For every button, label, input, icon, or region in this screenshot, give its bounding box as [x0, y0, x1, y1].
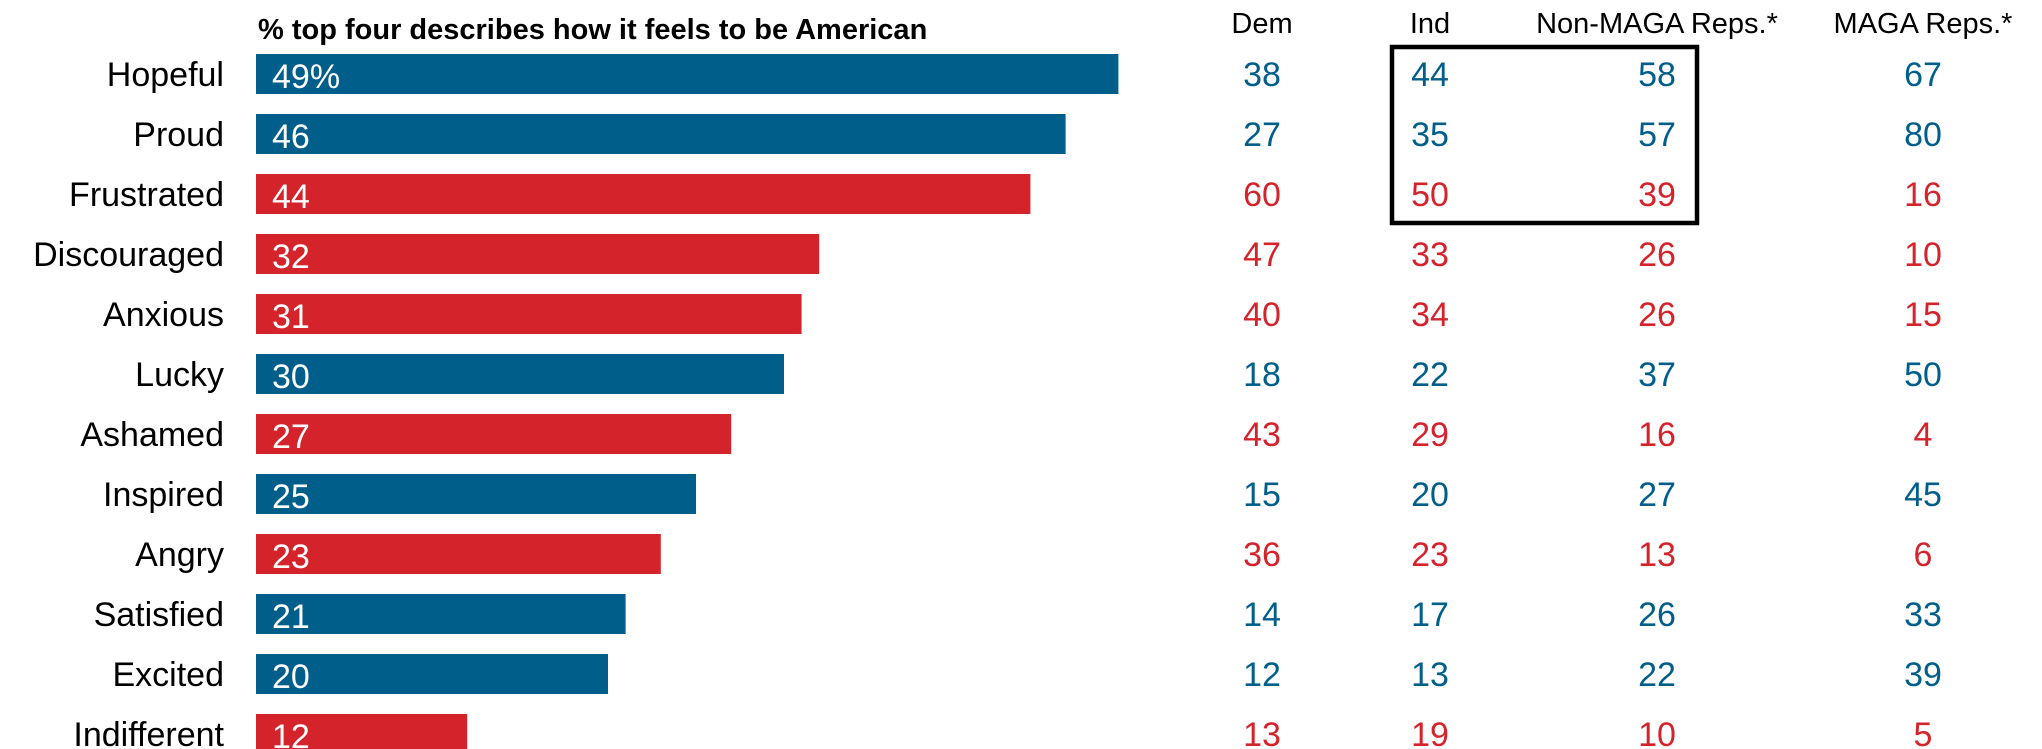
- table-cell-angry-ind: 23: [1411, 536, 1449, 574]
- table-cell-ashamed-ind: 29: [1411, 416, 1449, 454]
- bar-value-label-hopeful: 49%: [272, 58, 340, 96]
- category-label-frustrated: Frustrated: [69, 176, 224, 214]
- column-header-non-maga-reps: Non-MAGA Reps.*: [1536, 8, 1778, 40]
- table-cell-angry-dem: 36: [1243, 536, 1281, 574]
- bar-value-label-angry: 23: [272, 538, 310, 576]
- bar-value-label-inspired: 25: [272, 478, 310, 516]
- category-label-lucky: Lucky: [135, 356, 224, 394]
- table-cell-indifferent-ind: 19: [1411, 716, 1449, 749]
- table-cell-proud-ind: 35: [1411, 116, 1449, 154]
- bar-value-label-excited: 20: [272, 658, 310, 696]
- bar-hopeful: [256, 54, 1119, 94]
- table-cell-hopeful-maga-reps: 67: [1904, 56, 1942, 94]
- category-label-indifferent: Indifferent: [73, 716, 224, 749]
- table-cell-ashamed-dem: 43: [1243, 416, 1281, 454]
- table-cell-hopeful-dem: 38: [1243, 56, 1281, 94]
- table-cell-satisfied-non-maga-reps: 26: [1638, 596, 1676, 634]
- table-cell-lucky-non-maga-reps: 37: [1638, 356, 1676, 394]
- table-cell-hopeful-ind: 44: [1411, 56, 1449, 94]
- table-cell-anxious-ind: 34: [1411, 296, 1449, 334]
- table-cell-angry-maga-reps: 6: [1914, 536, 1933, 574]
- table-cell-ashamed-maga-reps: 4: [1914, 416, 1933, 454]
- table-cell-proud-maga-reps: 80: [1904, 116, 1942, 154]
- bar-frustrated: [256, 174, 1031, 214]
- table-cell-anxious-dem: 40: [1243, 296, 1281, 334]
- column-header-maga-reps: MAGA Reps.*: [1834, 8, 2013, 40]
- table-cell-inspired-ind: 20: [1411, 476, 1449, 514]
- table-cell-indifferent-dem: 13: [1243, 716, 1281, 749]
- bar-proud: [256, 114, 1066, 154]
- table-cell-discouraged-maga-reps: 10: [1904, 236, 1942, 274]
- bar-value-label-lucky: 30: [272, 358, 310, 396]
- table-cell-frustrated-ind: 50: [1411, 176, 1449, 214]
- category-label-inspired: Inspired: [103, 476, 224, 514]
- table-cell-satisfied-ind: 17: [1411, 596, 1449, 634]
- table-cell-ashamed-non-maga-reps: 16: [1638, 416, 1676, 454]
- column-header-dem: Dem: [1231, 8, 1292, 40]
- bar-value-label-discouraged: 32: [272, 238, 310, 276]
- highlight-box: [1389, 44, 1700, 226]
- table-cell-angry-non-maga-reps: 13: [1638, 536, 1676, 574]
- bar-excited: [256, 654, 608, 694]
- category-label-discouraged: Discouraged: [33, 236, 224, 274]
- column-header-ind: Ind: [1410, 8, 1450, 40]
- bar-value-label-anxious: 31: [272, 298, 310, 336]
- category-label-satisfied: Satisfied: [94, 596, 224, 634]
- table-cell-inspired-dem: 15: [1243, 476, 1281, 514]
- table-cell-discouraged-ind: 33: [1411, 236, 1449, 274]
- bar-angry: [256, 534, 661, 574]
- bars-group: Hopeful 49% Proud 46 Frustrated 44 Discouraged…: [33, 54, 1119, 749]
- category-label-anxious: Anxious: [103, 296, 224, 334]
- column-headers: Dem Ind Non-MAGA Reps.* MAGA Reps.*: [1231, 8, 2012, 40]
- bar-lucky: [256, 354, 784, 394]
- bar-value-label-proud: 46: [272, 118, 310, 156]
- bar-value-label-satisfied: 21: [272, 598, 310, 636]
- table-cell-frustrated-dem: 60: [1243, 176, 1281, 214]
- bar-anxious: [256, 294, 802, 334]
- table-cell-discouraged-non-maga-reps: 26: [1638, 236, 1676, 274]
- bar-indifferent: [256, 714, 468, 749]
- table-cell-hopeful-non-maga-reps: 58: [1638, 56, 1676, 94]
- bar-value-label-frustrated: 44: [272, 178, 310, 216]
- table-cell-excited-maga-reps: 39: [1904, 656, 1942, 694]
- category-label-proud: Proud: [133, 116, 224, 154]
- table-cell-proud-dem: 27: [1243, 116, 1281, 154]
- table-cell-excited-ind: 13: [1411, 656, 1449, 694]
- table-cell-inspired-non-maga-reps: 27: [1638, 476, 1676, 514]
- bar-satisfied: [256, 594, 626, 634]
- category-label-excited: Excited: [113, 656, 225, 694]
- table-cell-satisfied-maga-reps: 33: [1904, 596, 1942, 634]
- table-cell-excited-dem: 12: [1243, 656, 1281, 694]
- category-label-angry: Angry: [135, 536, 224, 574]
- bar-value-label-ashamed: 27: [272, 418, 310, 456]
- table-cell-indifferent-maga-reps: 5: [1914, 716, 1933, 749]
- table-cell-satisfied-dem: 14: [1243, 596, 1281, 634]
- table-cell-discouraged-dem: 47: [1243, 236, 1281, 274]
- bar-ashamed: [256, 414, 732, 454]
- table-cells: 38 44 58 67 27 35 57 80 60 50 39 16 47 33 26 10 40 34 26 15…: [1243, 56, 1942, 749]
- table-cell-lucky-maga-reps: 50: [1904, 356, 1942, 394]
- bar-inspired: [256, 474, 696, 514]
- table-cell-frustrated-maga-reps: 16: [1904, 176, 1942, 214]
- table-cell-excited-non-maga-reps: 22: [1638, 656, 1676, 694]
- table-cell-indifferent-non-maga-reps: 10: [1638, 716, 1676, 749]
- table-cell-inspired-maga-reps: 45: [1904, 476, 1942, 514]
- category-label-ashamed: Ashamed: [80, 416, 224, 454]
- table-cell-lucky-ind: 22: [1411, 356, 1449, 394]
- chart-title: % top four describes how it feels to be …: [258, 14, 927, 46]
- table-cell-lucky-dem: 18: [1243, 356, 1281, 394]
- bar-value-label-indifferent: 12: [272, 718, 310, 749]
- table-cell-frustrated-non-maga-reps: 39: [1638, 176, 1676, 214]
- bar-discouraged: [256, 234, 820, 274]
- table-cell-anxious-non-maga-reps: 26: [1638, 296, 1676, 334]
- category-label-hopeful: Hopeful: [107, 56, 224, 94]
- table-cell-anxious-maga-reps: 15: [1904, 296, 1942, 334]
- table-cell-proud-non-maga-reps: 57: [1638, 116, 1676, 154]
